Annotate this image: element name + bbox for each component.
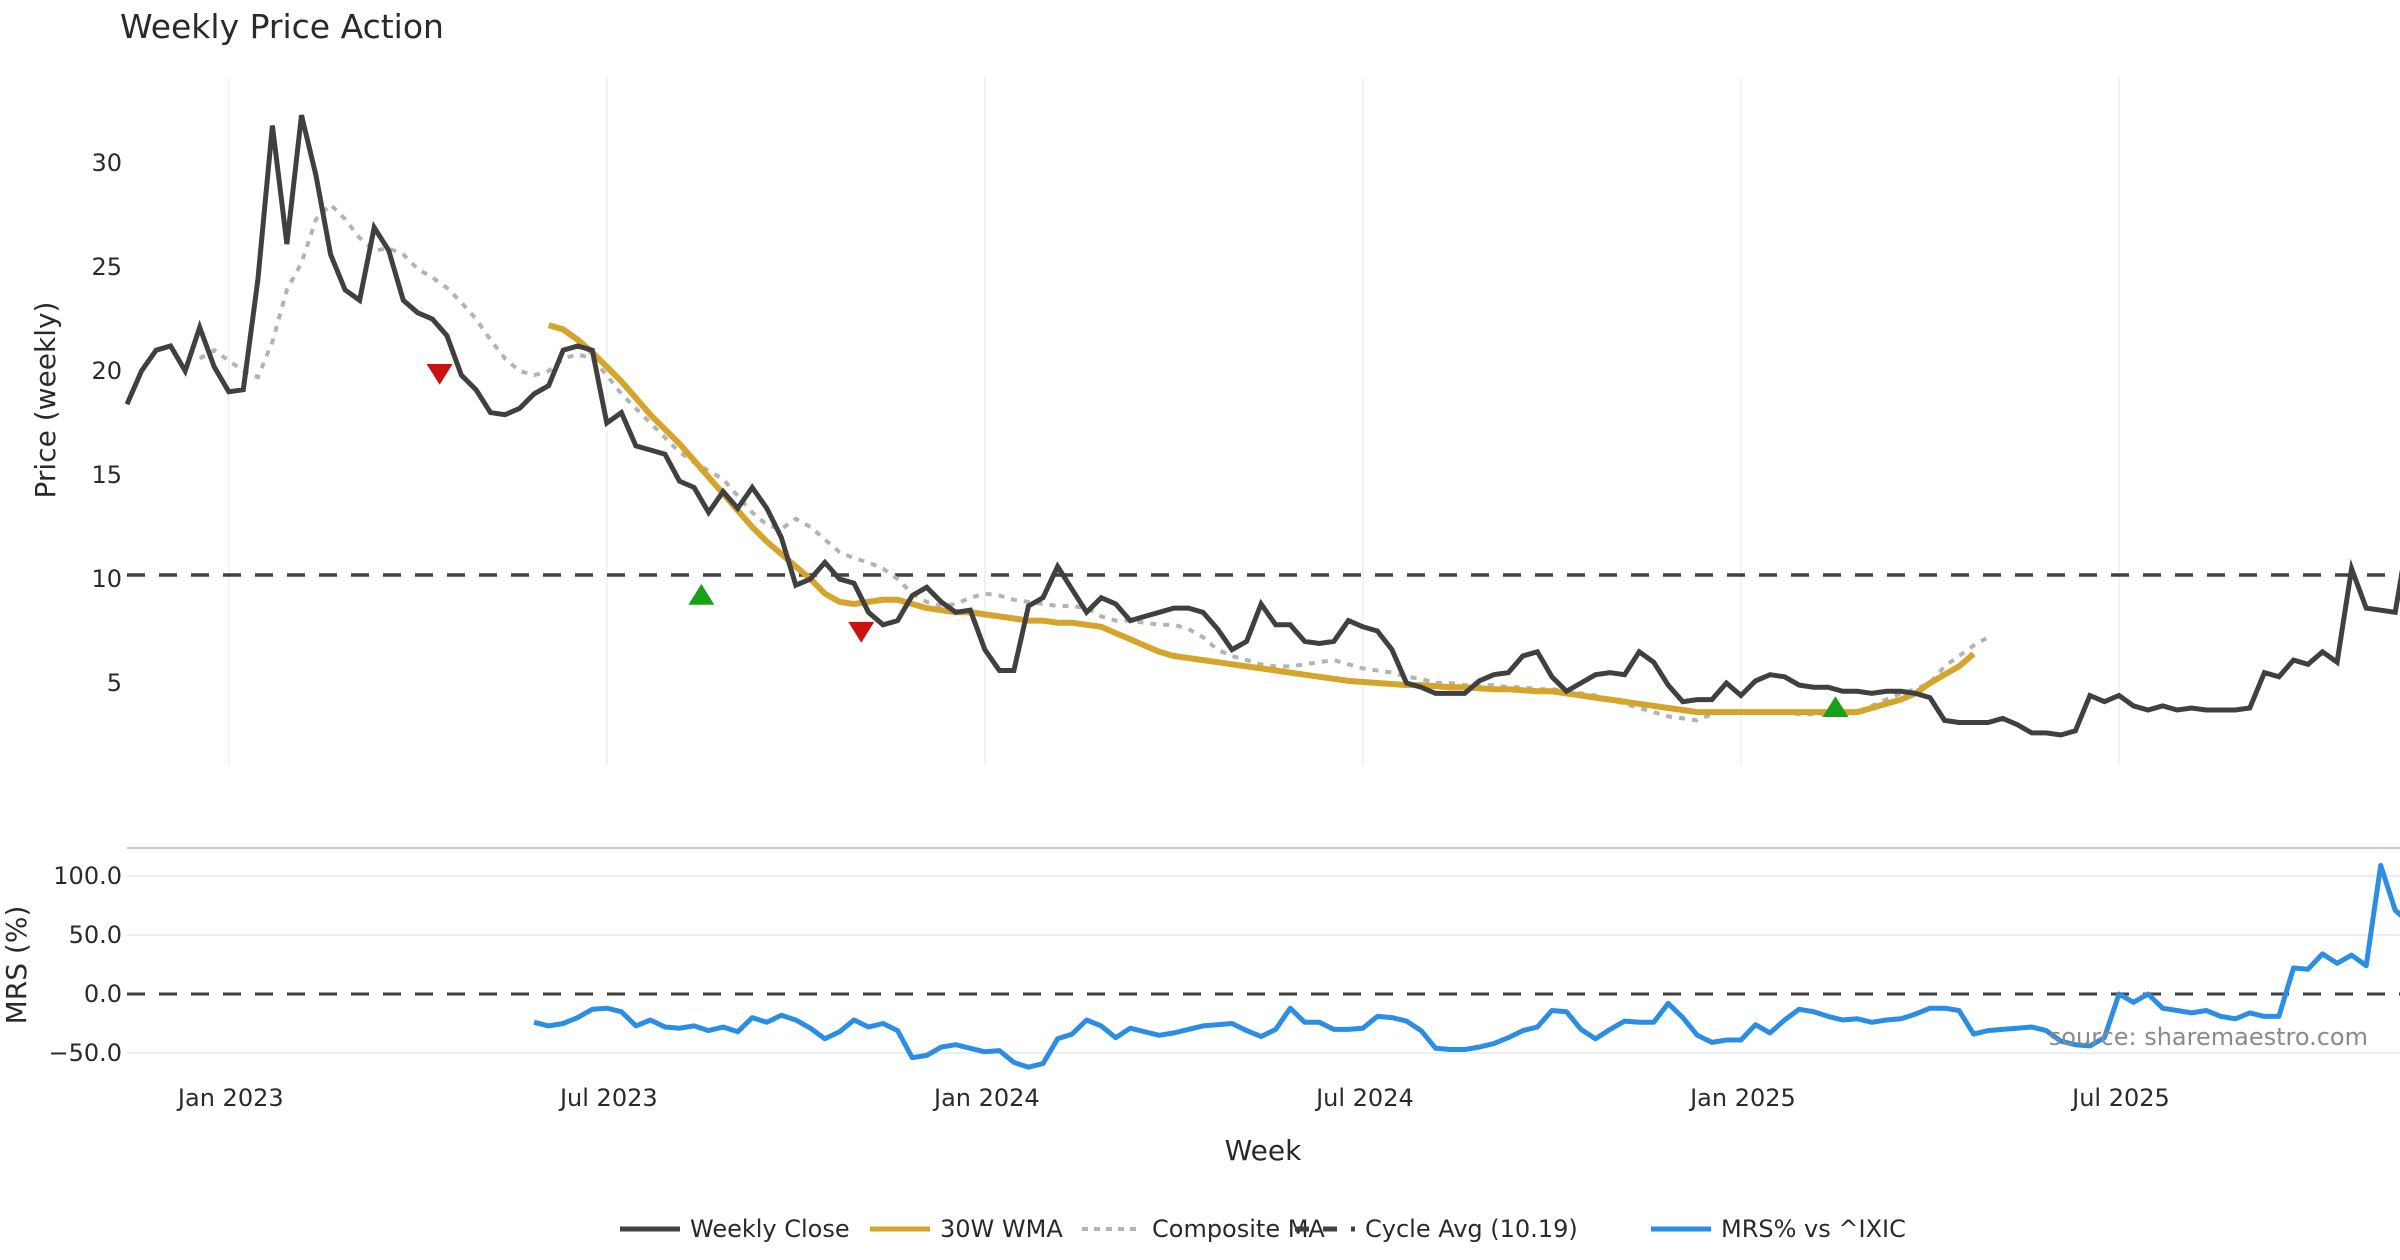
price-y-axis: 5 10 15 20 25 30 — [91, 149, 122, 697]
x-axis: Jan 2023 Jul 2023 Jan 2024 Jul 2024 Jan 2025… — [176, 1084, 2170, 1112]
legend-label: Cycle Avg (10.19) — [1365, 1215, 1578, 1243]
mrs-y-tick-label: 50.0 — [69, 921, 122, 949]
series-weekly-close — [124, 114, 2400, 738]
price-y-tick-label: 10 — [91, 565, 122, 593]
x-tick-label: Jan 2024 — [932, 1084, 1040, 1112]
legend-label: MRS% vs ^IXIC — [1721, 1215, 1906, 1243]
legend: Weekly Close 30W WMA Composite MA Cycle Avg… — [620, 1215, 1906, 1243]
legend-item: Weekly Close — [620, 1215, 850, 1243]
price-y-tick-label: 25 — [91, 253, 122, 281]
legend-label: 30W WMA — [940, 1215, 1063, 1243]
mrs-series-group — [127, 862, 2400, 1070]
series-mrs — [533, 862, 2400, 1070]
series-composite-ma — [198, 201, 1990, 723]
mrs-y-tick-label: 0.0 — [84, 980, 122, 1008]
legend-label: Weekly Close — [690, 1215, 850, 1243]
price-y-tick-label: 5 — [107, 669, 122, 697]
sell-signal-marker — [426, 363, 453, 385]
mrs-y-axis-label: MRS (%) — [0, 906, 33, 1025]
source-note: source: sharemaestro.com — [2049, 1023, 2368, 1051]
price-y-tick-label: 20 — [91, 357, 122, 385]
x-axis-label: Week — [1225, 1134, 1302, 1167]
signal-markers — [426, 363, 1849, 718]
x-tick-label: Jan 2025 — [1688, 1084, 1796, 1112]
x-tick-label: Jul 2025 — [2070, 1084, 2170, 1112]
legend-item: Composite MA — [1082, 1215, 1325, 1243]
buy-signal-marker — [1822, 696, 1849, 718]
legend-item: MRS% vs ^IXIC — [1651, 1215, 1906, 1243]
price-gridlines — [228, 78, 2120, 765]
price-series-group — [124, 114, 2400, 738]
x-tick-label: Jul 2024 — [1314, 1084, 1414, 1112]
price-y-tick-label: 15 — [91, 461, 122, 489]
legend-item: 30W WMA — [870, 1215, 1063, 1243]
mrs-y-tick-label: 100.0 — [53, 862, 122, 890]
mrs-y-axis: −50.0 0.0 50.0 100.0 — [48, 862, 122, 1067]
price-y-tick-label: 30 — [91, 149, 122, 177]
buy-signal-marker — [688, 583, 715, 605]
sell-signal-marker — [848, 621, 875, 643]
x-tick-label: Jul 2023 — [558, 1084, 658, 1112]
mrs-gridlines — [127, 875, 2400, 1054]
price-y-axis-label: Price (weekly) — [29, 302, 62, 499]
mrs-y-tick-label: −50.0 — [48, 1039, 122, 1067]
x-tick-label: Jan 2023 — [176, 1084, 284, 1112]
legend-item: Cycle Avg (10.19) — [1295, 1215, 1578, 1243]
chart-title: Weekly Price Action — [120, 7, 444, 46]
